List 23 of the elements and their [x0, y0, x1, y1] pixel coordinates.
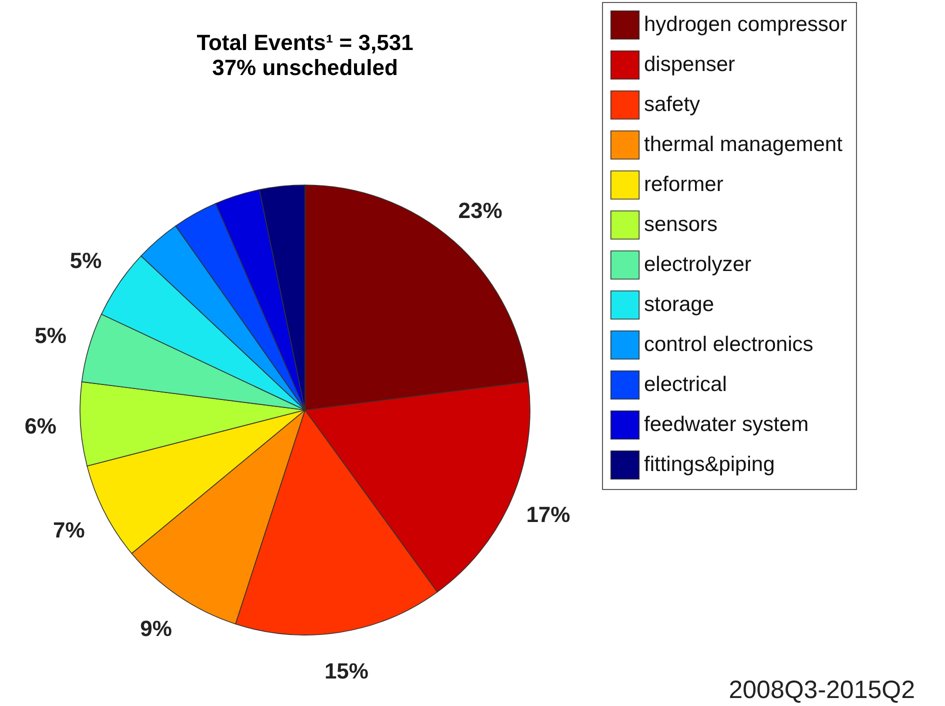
data-label: 5% — [70, 248, 102, 274]
text: Total Events¹ = 3,531 — [196, 30, 414, 55]
legend-label: control electronics — [644, 333, 814, 356]
legend-label: dispenser — [644, 53, 736, 76]
legend-label: feedwater system — [644, 413, 809, 436]
legend-label: sensors — [644, 213, 718, 236]
text: 37% unscheduled — [212, 55, 398, 80]
data-label: 9% — [140, 616, 172, 642]
data-label: 6% — [24, 414, 56, 439]
legend-label: electrolyzer — [644, 253, 752, 276]
legend-label: reformer — [644, 173, 724, 196]
data-label: 17% — [526, 502, 570, 528]
legend-label: electrical — [644, 373, 727, 396]
data-label: 23% — [458, 198, 502, 224]
data-label: 7% — [52, 517, 85, 542]
data-label: 5% — [34, 323, 66, 348]
legend-label: safety — [644, 93, 701, 116]
legend-label: storage — [644, 293, 714, 316]
legend-label: thermal management — [644, 133, 843, 156]
legend-label: hydrogen compressor — [644, 13, 848, 36]
data-label: 15% — [324, 658, 368, 684]
legend-label: fittings&piping — [644, 453, 775, 476]
text: 2008Q3-2015Q2 — [728, 676, 915, 704]
